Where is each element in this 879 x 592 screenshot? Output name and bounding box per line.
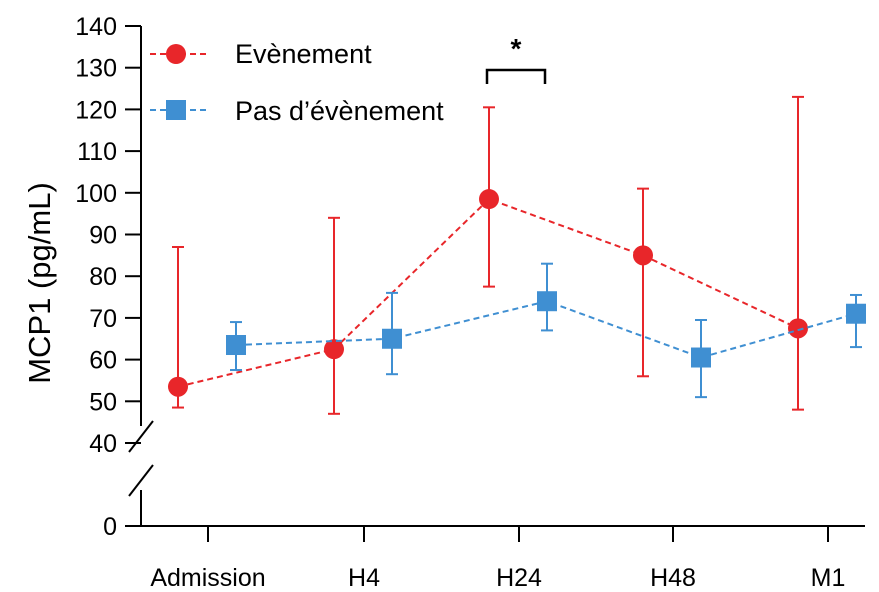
significance-star: * — [511, 33, 522, 64]
y-ticks: 0 40 50 60 70 80 90 100 110 120 130 140 — [75, 13, 141, 541]
x-tick-label: H4 — [348, 564, 380, 592]
data-point — [846, 303, 866, 324]
y-tick-label: 90 — [89, 222, 117, 250]
y-tick-label: 60 — [89, 347, 117, 375]
y-tick-label: 100 — [75, 180, 117, 208]
data-point — [168, 376, 188, 397]
data-point — [788, 318, 808, 339]
x-tick-label: H48 — [650, 564, 696, 592]
axis-break-mark-upper — [128, 420, 154, 453]
y-tick-label: 140 — [75, 13, 117, 41]
y-tick-label: 70 — [89, 305, 117, 333]
y-axis-title: MCP1 (pg/mL) — [22, 182, 57, 384]
y-tick-label: 130 — [75, 55, 117, 83]
legend-marker-circle — [166, 44, 186, 64]
significance-bracket: * — [485, 33, 547, 84]
y-tick-label: 110 — [77, 138, 117, 166]
legend-marker-square — [166, 100, 186, 120]
x-tick-label: Admission — [150, 564, 265, 592]
y-tick-label: 80 — [89, 263, 117, 291]
x-tick-label: M1 — [811, 564, 846, 592]
legend: Evènement Pas d’évènement — [150, 39, 444, 126]
series-layer — [168, 95, 866, 415]
y-tick-label: 120 — [75, 96, 117, 124]
series-pas-evenement — [226, 262, 866, 399]
axis-break-mark-lower — [128, 464, 154, 497]
data-point — [479, 189, 499, 210]
data-point — [226, 335, 246, 356]
legend-label-evenement: Evènement — [235, 39, 372, 69]
y-tick-label: 40 — [89, 430, 117, 458]
legend-label-pas-evenement: Pas d’évènement — [235, 96, 444, 126]
data-point — [537, 291, 557, 312]
legend-item-pas-evenement: Pas d’évènement — [150, 96, 444, 126]
y-tick-label: 0 — [103, 513, 117, 541]
x-ticks: Admission H4 H24 H48 M1 — [150, 526, 845, 592]
data-point — [691, 347, 711, 368]
series-evenement — [168, 95, 808, 415]
legend-item-evenement: Evènement — [150, 39, 372, 69]
y-tick-label: 50 — [89, 388, 117, 416]
data-point — [324, 339, 344, 360]
x-tick-label: H24 — [496, 564, 542, 592]
data-point — [382, 328, 402, 349]
data-point — [633, 245, 653, 266]
bracket-line — [485, 68, 547, 84]
